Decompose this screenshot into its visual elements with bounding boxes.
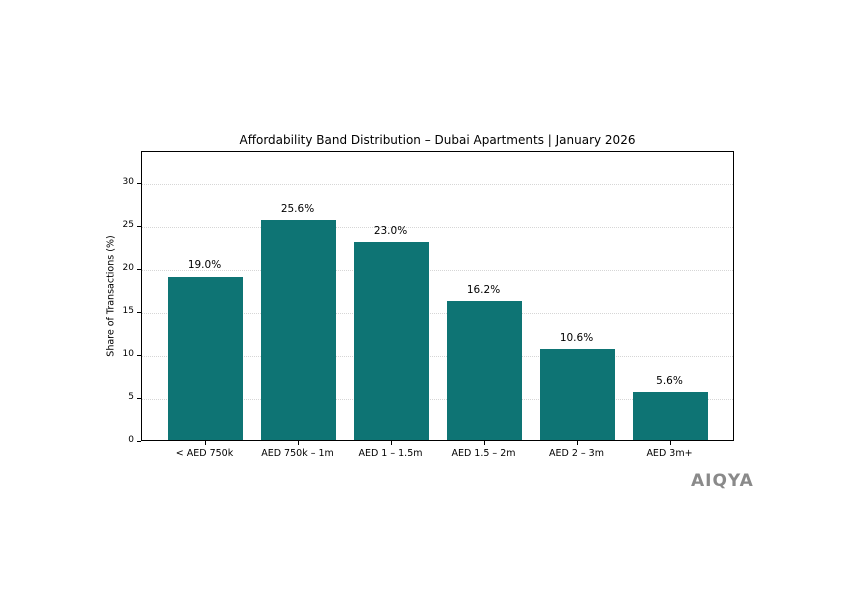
bar <box>168 276 243 440</box>
x-tick-label: AED 2 – 3m <box>549 448 604 459</box>
bar-value-label: 23.0% <box>373 225 408 238</box>
y-tick-label: 30 <box>122 176 134 187</box>
brand-watermark: AIQYA <box>691 471 754 491</box>
gridline <box>142 183 733 185</box>
x-tick-label: AED 3m+ <box>646 448 693 459</box>
bar <box>261 219 336 440</box>
y-tick <box>137 311 141 313</box>
y-tick <box>137 268 141 270</box>
bar-value-label: 10.6% <box>559 331 594 344</box>
gridline <box>142 398 733 400</box>
y-tick-label: 20 <box>122 262 134 273</box>
x-tick <box>669 441 671 445</box>
x-tick <box>297 441 299 445</box>
x-tick-label: AED 1 – 1.5m <box>358 448 423 459</box>
y-tick <box>137 225 141 227</box>
x-tick <box>204 441 206 445</box>
y-tick <box>137 397 141 399</box>
y-tick <box>137 182 141 184</box>
gridline <box>142 355 733 357</box>
y-tick-label: 5 <box>128 391 134 402</box>
bar <box>633 391 708 440</box>
x-tick-label: < AED 750k <box>175 448 234 459</box>
gridline <box>142 226 733 228</box>
bar-value-label: 5.6% <box>656 374 683 387</box>
bar <box>447 300 522 440</box>
plot-area <box>141 151 734 441</box>
x-tick <box>483 441 485 445</box>
bar <box>354 242 429 440</box>
y-tick-label: 25 <box>122 219 134 230</box>
y-tick-label: 0 <box>128 435 134 445</box>
x-tick-label: AED 750k – 1m <box>261 448 334 459</box>
y-tick <box>137 354 141 356</box>
chart-title: Affordability Band Distribution – Dubai … <box>239 133 636 147</box>
y-tick-label: 15 <box>122 305 134 316</box>
bar <box>540 348 615 440</box>
bar-value-label: 25.6% <box>280 202 315 215</box>
gridline <box>142 269 733 271</box>
bar-value-label: 19.0% <box>187 259 222 272</box>
y-axis-label: Share of Transactions (%) <box>105 235 117 357</box>
y-tick <box>137 441 141 442</box>
gridline <box>142 312 733 314</box>
y-tick-label: 10 <box>122 348 134 359</box>
x-tick-label: AED 1.5 – 2m <box>451 448 516 459</box>
x-tick <box>576 441 578 445</box>
bar-value-label: 16.2% <box>466 283 501 296</box>
x-tick <box>390 441 392 445</box>
